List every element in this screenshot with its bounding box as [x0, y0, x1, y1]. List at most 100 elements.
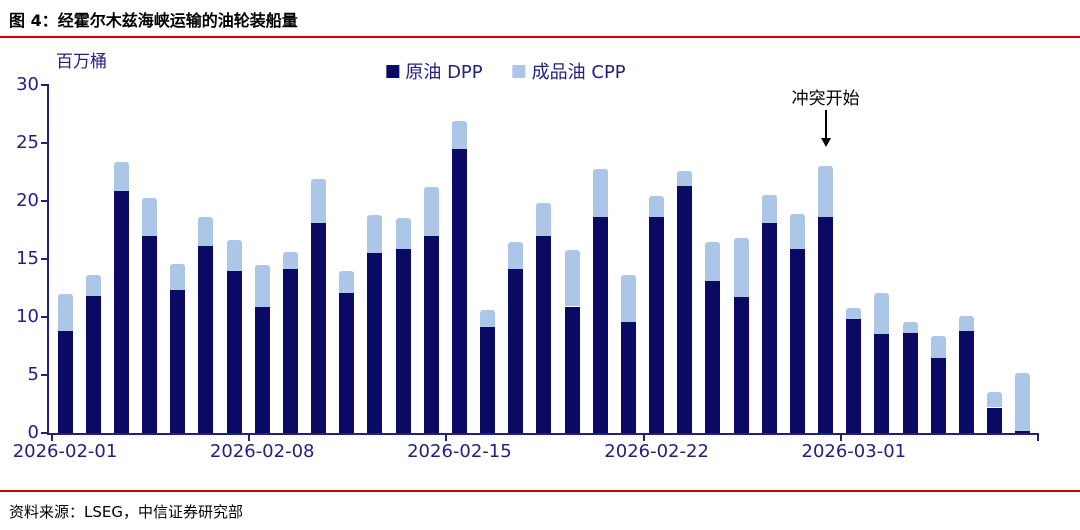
bar-segment-dpp [339, 292, 355, 433]
bar-segment-cpp [733, 238, 749, 298]
y-tick-mark [41, 374, 47, 376]
bar-segment-dpp [649, 217, 665, 433]
bar-segment-cpp [874, 292, 890, 335]
source-note: 资料来源：LSEG，中信证券研究部 [9, 503, 243, 521]
y-axis-unit-label: 百万桶 [56, 52, 107, 72]
chart-legend: 原油 DPP 成品油 CPP [386, 58, 626, 84]
y-tick-mark [41, 200, 47, 202]
bottom-rule [0, 490, 1080, 492]
bar-segment-cpp [57, 293, 73, 331]
bar-segment-dpp [85, 296, 101, 433]
bar-segment-cpp [620, 275, 636, 322]
legend-label: 原油 DPP [405, 62, 483, 83]
bar-segment-dpp [874, 334, 890, 433]
arrow-shaft [824, 110, 827, 140]
legend-label: 成品油 CPP [531, 62, 626, 83]
x-tick-mark [50, 435, 53, 441]
bar-segment-dpp [958, 330, 974, 433]
bar-segment-dpp [705, 281, 721, 433]
bar-segment-cpp [705, 241, 721, 281]
x-axis-label: 2026-03-01 [801, 441, 907, 462]
bar-segment-dpp [846, 319, 862, 433]
bar-segment-dpp [57, 330, 73, 433]
bar-segment-cpp [480, 310, 496, 328]
bar-segment-dpp [282, 269, 298, 433]
bar-segment-cpp [226, 240, 242, 271]
bar-segment-cpp [170, 263, 186, 291]
y-tick-label: 25 [16, 132, 39, 153]
bar-segment-cpp [367, 214, 383, 254]
bar-segment-dpp [311, 223, 326, 433]
x-axis-label: 2026-02-15 [407, 441, 512, 462]
bar-segment-cpp [592, 168, 608, 218]
y-tick-label: 15 [16, 248, 39, 269]
bar-segment-dpp [677, 185, 693, 433]
bar-segment-cpp [789, 213, 805, 249]
bar-segment-cpp [1015, 372, 1031, 431]
bar-segment-cpp [958, 315, 974, 331]
bar-segment-cpp [902, 321, 918, 334]
bar-segment-cpp [564, 249, 580, 307]
bar-segment-dpp [198, 246, 214, 433]
bar-segment-dpp [987, 407, 1003, 433]
bar-segment-cpp [987, 392, 1003, 408]
annotation-text: 冲突开始 [791, 89, 860, 109]
bar-segment-cpp [311, 179, 326, 224]
bar-segment-cpp [254, 264, 270, 307]
bar-segment-cpp [818, 166, 834, 218]
bar-segment-cpp [761, 195, 777, 223]
bar-segment-dpp [564, 306, 580, 433]
bar-segment-dpp [818, 217, 834, 433]
y-tick-label: 20 [16, 190, 39, 211]
bar-segment-cpp [677, 170, 693, 186]
bar-segment-cpp [846, 307, 862, 320]
bar-segment-dpp [395, 248, 411, 433]
bar-segment-cpp [85, 275, 101, 297]
top-rule [0, 36, 1080, 38]
x-tick-mark [839, 435, 842, 441]
bar-segment-dpp [733, 297, 749, 433]
y-axis-line [47, 84, 49, 435]
bar-segment-cpp [282, 252, 298, 270]
bar-segment-dpp [592, 217, 608, 433]
bar-segment-cpp [198, 217, 214, 247]
y-tick-mark [41, 316, 47, 318]
legend-item-dpp: 原油 DPP [386, 58, 483, 84]
bar-segment-dpp [536, 235, 552, 433]
x-tick-mark [642, 435, 645, 441]
bar-segment-dpp [226, 270, 242, 433]
bar-segment-cpp [930, 335, 946, 358]
y-tick-label: 30 [16, 74, 39, 95]
x-axis-label: 2026-02-01 [12, 441, 118, 462]
x-axis-label: 2026-02-08 [209, 441, 315, 462]
bar-segment-cpp [339, 270, 355, 293]
dpp-legend-swatch [386, 64, 400, 78]
bar-segment-dpp [480, 327, 496, 433]
bar-segment-cpp [113, 161, 129, 191]
cpp-legend-swatch [512, 64, 526, 78]
bar-segment-dpp [761, 223, 777, 433]
bar-segment-dpp [254, 306, 270, 433]
arrow-head [820, 138, 831, 147]
bar-segment-dpp [1015, 430, 1031, 433]
bar-segment-cpp [451, 121, 467, 149]
x-axis-label: 2026-02-22 [604, 441, 709, 462]
y-tick-mark [41, 432, 47, 434]
bar-segment-cpp [142, 197, 157, 236]
x-tick-mark [445, 435, 448, 441]
bar-segment-cpp [508, 241, 524, 270]
bar-segment-cpp [536, 203, 552, 236]
x-tick-mark [1036, 435, 1039, 441]
bar-segment-dpp [142, 235, 157, 433]
legend-item-cpp: 成品油 CPP [512, 58, 626, 84]
bar-segment-dpp [367, 253, 383, 433]
bar-segment-dpp [930, 357, 946, 433]
x-axis-line [47, 433, 1039, 435]
y-tick-mark [41, 258, 47, 260]
y-tick-label: 5 [27, 364, 39, 385]
bar-segment-dpp [902, 333, 918, 433]
y-tick-mark [41, 142, 47, 144]
bar-segment-dpp [423, 235, 439, 433]
